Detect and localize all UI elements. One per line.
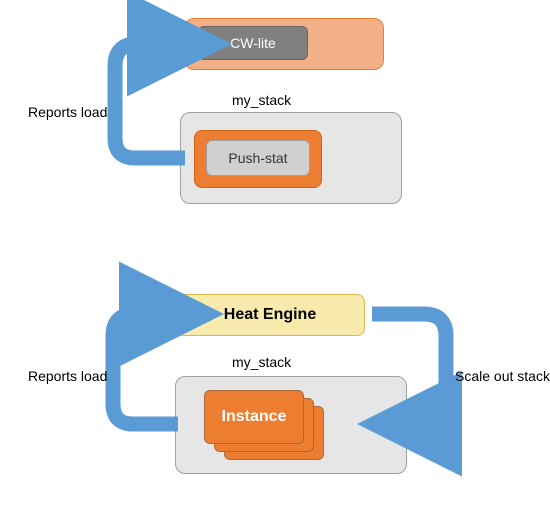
- push-stat-label: Push-stat: [228, 150, 287, 166]
- cw-lite-label: CW-lite: [230, 35, 276, 51]
- top-reports-load-label: Reports load: [28, 104, 107, 120]
- heat-engine-box: Heat Engine: [175, 294, 365, 336]
- bottom-reports-load-label: Reports load: [28, 368, 107, 384]
- instance-label: Instance: [222, 408, 287, 426]
- top-stack-name: my_stack: [232, 92, 291, 108]
- scale-out-label: Scale out stack: [455, 368, 550, 384]
- instance-card-front: Instance: [204, 390, 304, 444]
- bottom-stack-name: my_stack: [232, 354, 291, 370]
- arrow-reports-bottom: [103, 296, 203, 446]
- arrow-reports-top: [105, 30, 205, 170]
- cw-lite-chip: CW-lite: [198, 26, 308, 60]
- heat-engine-label: Heat Engine: [224, 306, 316, 324]
- push-stat-chip: Push-stat: [206, 140, 310, 176]
